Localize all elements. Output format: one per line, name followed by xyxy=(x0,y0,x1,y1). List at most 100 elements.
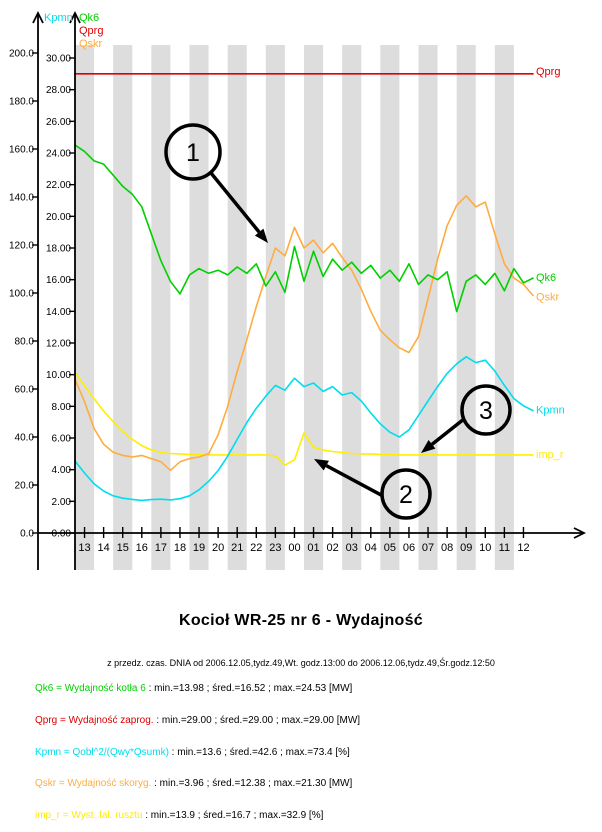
x-axis-hour-label: 06 xyxy=(403,542,415,554)
legend-line-qskr: Qskr = Wydajność skoryg. : min.=3.96 ; ś… xyxy=(35,778,352,789)
inner-axis-tick-label: 8.00 xyxy=(52,402,72,413)
legend-series-stats: : min.=13.9 ; śred.=16.7 ; max.=32.9 [%] xyxy=(142,810,324,821)
inner-axis-tick-label: 26.00 xyxy=(46,117,71,128)
x-axis-arrow-icon xyxy=(573,527,587,539)
inner-axis-series-label-qskr: Qskr xyxy=(79,38,103,50)
series-lines: Qprg imp_r Kpmn Qskr Qk6 xyxy=(74,66,565,502)
inner-axis-tick-label: 20.00 xyxy=(46,212,71,223)
hour-band-03 xyxy=(342,45,362,570)
hour-bands xyxy=(75,45,514,570)
hour-band-01 xyxy=(304,45,324,570)
x-axis-hour-label: 04 xyxy=(365,542,377,554)
hour-band-23 xyxy=(265,45,285,570)
chart-subtitle: z przedz. czas. DNIA od 2006.12.05,tydz.… xyxy=(107,658,495,668)
series-line-qk6 xyxy=(74,144,534,313)
left-axis-tick-label: 120.0 xyxy=(9,241,34,252)
x-axis-hour-label: 16 xyxy=(136,542,148,554)
annotation-circle xyxy=(460,384,512,436)
legend-series-stats: : min.=29.00 ; śred.=29.00 ; max.=29.00 … xyxy=(153,715,361,726)
annotation-circle xyxy=(380,468,432,520)
inner-axis-series-label-qprg: Qprg xyxy=(79,25,103,37)
x-axis-hour-label: 22 xyxy=(250,542,262,554)
annotation-arrow xyxy=(325,464,384,498)
hour-band-07 xyxy=(418,45,438,570)
y-axis-arrow-icon xyxy=(69,10,81,24)
left-axis-tick-label: 140.0 xyxy=(9,193,34,204)
annotation-1: 1 xyxy=(164,123,268,243)
x-axis-hour-label: 01 xyxy=(307,542,319,554)
series-end-label-kpmn: Kpmn xyxy=(536,405,565,417)
series-line-imp_r xyxy=(74,371,534,467)
left-axis-tick-label: 0.0 xyxy=(20,529,34,540)
inner-axis-tick-label: 14.00 xyxy=(46,307,71,318)
legend-line-kpmn: Kpmn = Qobl^2/(Qwy*Qsumk) : min.=13.6 ; … xyxy=(35,747,350,758)
x-axis-hour-label: 20 xyxy=(212,542,224,554)
left-axis-tick-label: 160.0 xyxy=(9,145,34,156)
series-end-label-imp_r: imp_r xyxy=(536,449,564,461)
left-axis-tick-label: 180.0 xyxy=(9,97,34,108)
hour-band-09 xyxy=(456,45,476,570)
hour-band-17 xyxy=(151,45,171,570)
inner-axis-tick-label: 4.00 xyxy=(52,465,72,476)
inner-axis-tick-label: 6.00 xyxy=(52,434,72,445)
x-axis-hour-label: 17 xyxy=(155,542,167,554)
annotation-number: 1 xyxy=(186,139,200,167)
x-axis-hour-label: 10 xyxy=(479,542,491,554)
hour-band-05 xyxy=(380,45,400,570)
x-axis-hour-label: 23 xyxy=(269,542,281,554)
hour-band-13 xyxy=(75,45,95,570)
annotation-arrow xyxy=(430,417,466,446)
annotation-arrowhead-icon xyxy=(254,228,268,243)
hour-band-11 xyxy=(494,45,514,570)
left-axis-tick-label: 100.0 xyxy=(9,289,34,300)
legend-line-qk6: Qk6 = Wydajność kotła 6 : min.=13.98 ; ś… xyxy=(35,683,352,694)
annotation-2: 2 xyxy=(314,459,432,520)
x-axis-hour-label: 11 xyxy=(499,542,510,554)
legend-line-qprg: Qprg = Wydajność zaprog. : min.=29.00 ; … xyxy=(35,715,360,726)
left-axis-tick-label: 200.0 xyxy=(9,49,34,60)
x-axis-hour-label: 08 xyxy=(441,542,453,554)
hour-band-21 xyxy=(227,45,247,570)
legend-series-name: Kpmn = Qobl^2/(Qwy*Qsumk) xyxy=(35,747,169,758)
legend-series-stats: : min.=13.6 ; śred.=42.6 ; max.=73.4 [%] xyxy=(168,747,350,758)
hour-band-15 xyxy=(113,45,133,570)
axes: 0.0 20.0 40.0 60.0 80.0 100.0 120.0 140.0 160.0 1… xyxy=(9,10,587,570)
inner-axis-tick-label: 0.00 xyxy=(52,529,72,540)
series-line-qskr xyxy=(74,195,534,472)
annotation-3: 3 xyxy=(421,384,512,453)
x-axis-hour-label: 14 xyxy=(98,542,110,554)
legend-series-name: Qskr = Wydajność skoryg. xyxy=(35,778,152,789)
annotation-arrowhead-icon xyxy=(421,440,436,453)
series-end-label-qprg: Qprg xyxy=(536,66,560,78)
annotation-arrowhead-icon xyxy=(314,459,329,471)
x-axis-hour-label: 03 xyxy=(346,542,358,554)
legend-series-stats: : min.=3.96 ; śred.=12.38 ; max.=21.30 [… xyxy=(151,778,353,789)
x-axis-hour-label: 02 xyxy=(327,542,339,554)
inner-axis-tick-label: 22.00 xyxy=(46,180,71,191)
inner-axis-tick-label: 2.00 xyxy=(52,497,72,508)
x-axis-hour-label: 13 xyxy=(78,542,90,554)
legend-series-name: Qk6 = Wydajność kotła 6 xyxy=(35,683,146,694)
legend-line-imp_r: imp_r = Wyst. fal. rusztu : min.=13.9 ; … xyxy=(35,810,323,821)
chart-title: Kocioł WR-25 nr 6 - Wydajność xyxy=(179,612,423,629)
x-axis-hour-label: 05 xyxy=(384,542,396,554)
left-axis-tick-label: 40.0 xyxy=(15,433,35,444)
x-axis-hour-label: 18 xyxy=(174,542,186,554)
inner-axis-tick-label: 18.00 xyxy=(46,244,71,255)
series-end-label-qk6: Qk6 xyxy=(536,272,556,284)
x-axis-hour-label: 15 xyxy=(117,542,129,554)
legend-series-name: Qprg = Wydajność zaprog. xyxy=(35,715,154,726)
inner-axis-tick-label: 28.00 xyxy=(46,85,71,96)
series-line-kpmn xyxy=(74,355,534,502)
left-axis-tick-label: 20.0 xyxy=(15,481,35,492)
annotation-number: 3 xyxy=(479,397,493,425)
inner-axis-tick-label: 12.00 xyxy=(46,339,71,350)
annotation-arrow xyxy=(209,171,261,234)
left-axis-tick-label: 80.0 xyxy=(15,337,35,348)
annotation-number: 2 xyxy=(399,481,413,509)
left-axis-tick-label: 60.0 xyxy=(15,385,35,396)
y-axis-arrow-icon xyxy=(32,10,44,24)
x-axis-hour-label: 09 xyxy=(460,542,472,554)
left-axis-title: Kpmn xyxy=(44,12,73,24)
x-axis-hour-label: 12 xyxy=(517,542,529,554)
